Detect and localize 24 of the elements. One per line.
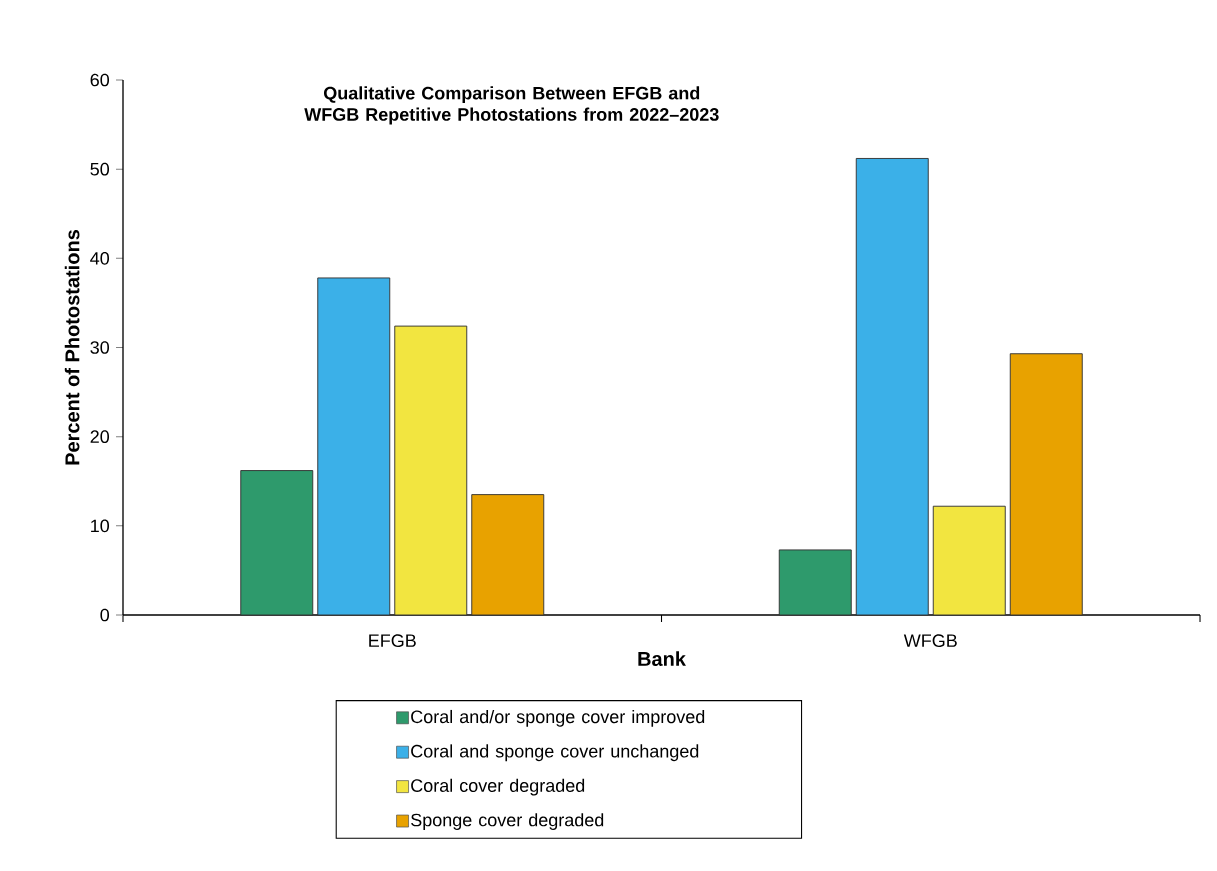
- y-tick-label: 40: [90, 251, 110, 265]
- bar: [471, 494, 545, 616]
- x-axis-title: Bank: [638, 651, 686, 666]
- bar: [317, 277, 391, 616]
- bar: [932, 505, 1006, 616]
- y-tick-label: 60: [90, 73, 110, 87]
- legend-label: Sponge cover degraded: [411, 813, 604, 830]
- bar: [778, 549, 852, 616]
- y-tick-label: 0: [100, 608, 110, 622]
- y-tick-label: 50: [90, 162, 110, 176]
- bar: [394, 325, 468, 616]
- bar: [240, 470, 314, 616]
- legend-label: Coral and/or sponge cover improved: [411, 709, 705, 727]
- bar: [855, 158, 929, 616]
- x-tick-label: EFGB: [369, 634, 416, 647]
- y-tick-label: 30: [90, 341, 110, 354]
- y-axis-title: Percent of Photostations: [64, 230, 80, 465]
- legend-label: Coral cover degraded: [411, 778, 585, 796]
- y-tick-label: 10: [91, 519, 110, 533]
- y-tick-label: 20: [90, 430, 110, 444]
- legend-label: Coral and sponge cover unchanged: [411, 744, 699, 762]
- bar: [1009, 353, 1083, 616]
- x-tick-label: WFGB: [903, 634, 957, 647]
- text: Qualitative Comparison Between EFGB and WFGB Repetitive Photostations from 2022–2023: [304, 86, 719, 125]
